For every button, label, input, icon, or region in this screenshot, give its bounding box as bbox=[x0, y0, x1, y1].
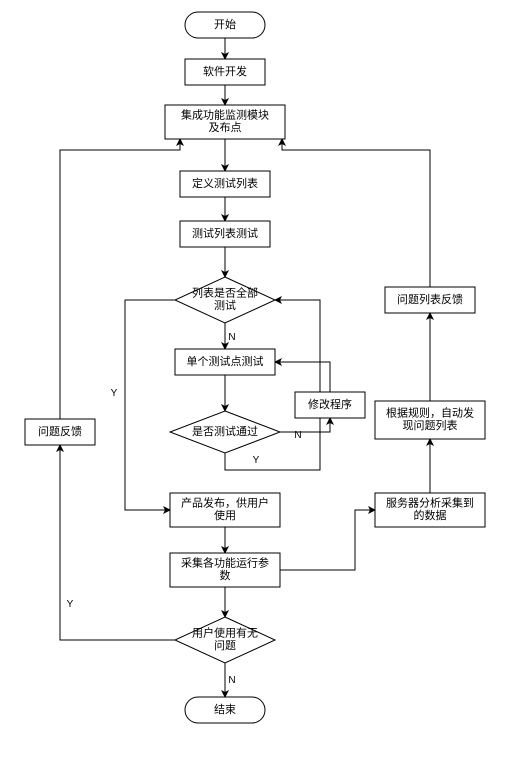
svg-text:产品发布，供用户: 产品发布，供用户 bbox=[181, 496, 269, 510]
edge-collect-serverAnl bbox=[280, 510, 375, 570]
svg-text:定义测试列表: 定义测试列表 bbox=[192, 176, 258, 190]
node-listFb: 问题列表反馈 bbox=[385, 287, 475, 313]
node-autoFind: 根据规则，自动发现问题列表 bbox=[375, 401, 485, 439]
edge-label-5: N bbox=[228, 332, 235, 343]
flowchart-canvas: 开始软件开发集成功能监测模块及布点定义测试列表测试列表测试列表是否全部测试单个测… bbox=[0, 0, 518, 757]
node-single: 单个测试点测试 bbox=[175, 349, 275, 375]
edge-userIssue-feedback bbox=[60, 445, 175, 640]
node-pass: 是否测试通过 bbox=[170, 411, 280, 453]
svg-text:测试列表测试: 测试列表测试 bbox=[192, 226, 258, 240]
svg-text:问题: 问题 bbox=[214, 639, 236, 652]
node-end: 结束 bbox=[185, 697, 265, 723]
edge-pass-modify bbox=[280, 418, 330, 432]
node-allTested: 列表是否全部测试 bbox=[175, 277, 275, 323]
edge-label-10: Y bbox=[111, 388, 118, 399]
svg-text:现问题列表: 现问题列表 bbox=[403, 418, 458, 432]
node-serverAnl: 服务器分析采集到的数据 bbox=[375, 493, 485, 527]
node-start: 开始 bbox=[185, 12, 265, 38]
edge-modify-single bbox=[275, 362, 330, 392]
edge-label-14: Y bbox=[67, 599, 74, 610]
edge-label-7: N bbox=[294, 430, 301, 441]
svg-text:问题反馈: 问题反馈 bbox=[38, 425, 82, 438]
svg-text:开始: 开始 bbox=[214, 17, 236, 31]
svg-text:数: 数 bbox=[220, 569, 231, 582]
svg-text:软件开发: 软件开发 bbox=[203, 64, 247, 78]
svg-text:服务器分析采集到: 服务器分析采集到 bbox=[386, 496, 474, 510]
edge-listFb-integrate bbox=[282, 139, 430, 287]
node-release: 产品发布，供用户使用 bbox=[170, 493, 280, 527]
node-define: 定义测试列表 bbox=[180, 171, 270, 197]
svg-text:用户使用有无: 用户使用有无 bbox=[192, 626, 258, 640]
svg-text:列表是否全部: 列表是否全部 bbox=[192, 286, 258, 300]
node-testlist: 测试列表测试 bbox=[180, 221, 270, 247]
svg-text:是否测试通过: 是否测试通过 bbox=[192, 425, 258, 438]
svg-text:问题列表反馈: 问题列表反馈 bbox=[397, 292, 463, 306]
node-userIssue: 用户使用有无问题 bbox=[175, 617, 275, 663]
svg-text:及布点: 及布点 bbox=[209, 121, 242, 134]
edge-label-13: N bbox=[228, 675, 235, 686]
svg-text:测试: 测试 bbox=[214, 299, 236, 312]
svg-text:集成功能监测模块: 集成功能监测模块 bbox=[181, 108, 269, 122]
node-dev: 软件开发 bbox=[185, 59, 265, 85]
svg-text:的数据: 的数据 bbox=[414, 508, 447, 522]
node-integrate: 集成功能监测模块及布点 bbox=[165, 105, 285, 139]
svg-text:使用: 使用 bbox=[214, 509, 236, 522]
svg-text:结束: 结束 bbox=[214, 703, 236, 716]
node-modify: 修改程序 bbox=[295, 392, 365, 418]
edge-feedback-integrate bbox=[60, 139, 180, 419]
node-collect: 采集各功能运行参数 bbox=[170, 553, 280, 587]
svg-text:根据规则，自动发: 根据规则，自动发 bbox=[386, 406, 474, 420]
svg-text:修改程序: 修改程序 bbox=[308, 397, 352, 411]
edge-allTested-release bbox=[125, 300, 175, 510]
edge-label-9: Y bbox=[253, 455, 260, 466]
svg-text:单个测试点测试: 单个测试点测试 bbox=[187, 355, 264, 368]
svg-text:采集各功能运行参: 采集各功能运行参 bbox=[181, 556, 269, 570]
node-feedback: 问题反馈 bbox=[25, 419, 95, 445]
